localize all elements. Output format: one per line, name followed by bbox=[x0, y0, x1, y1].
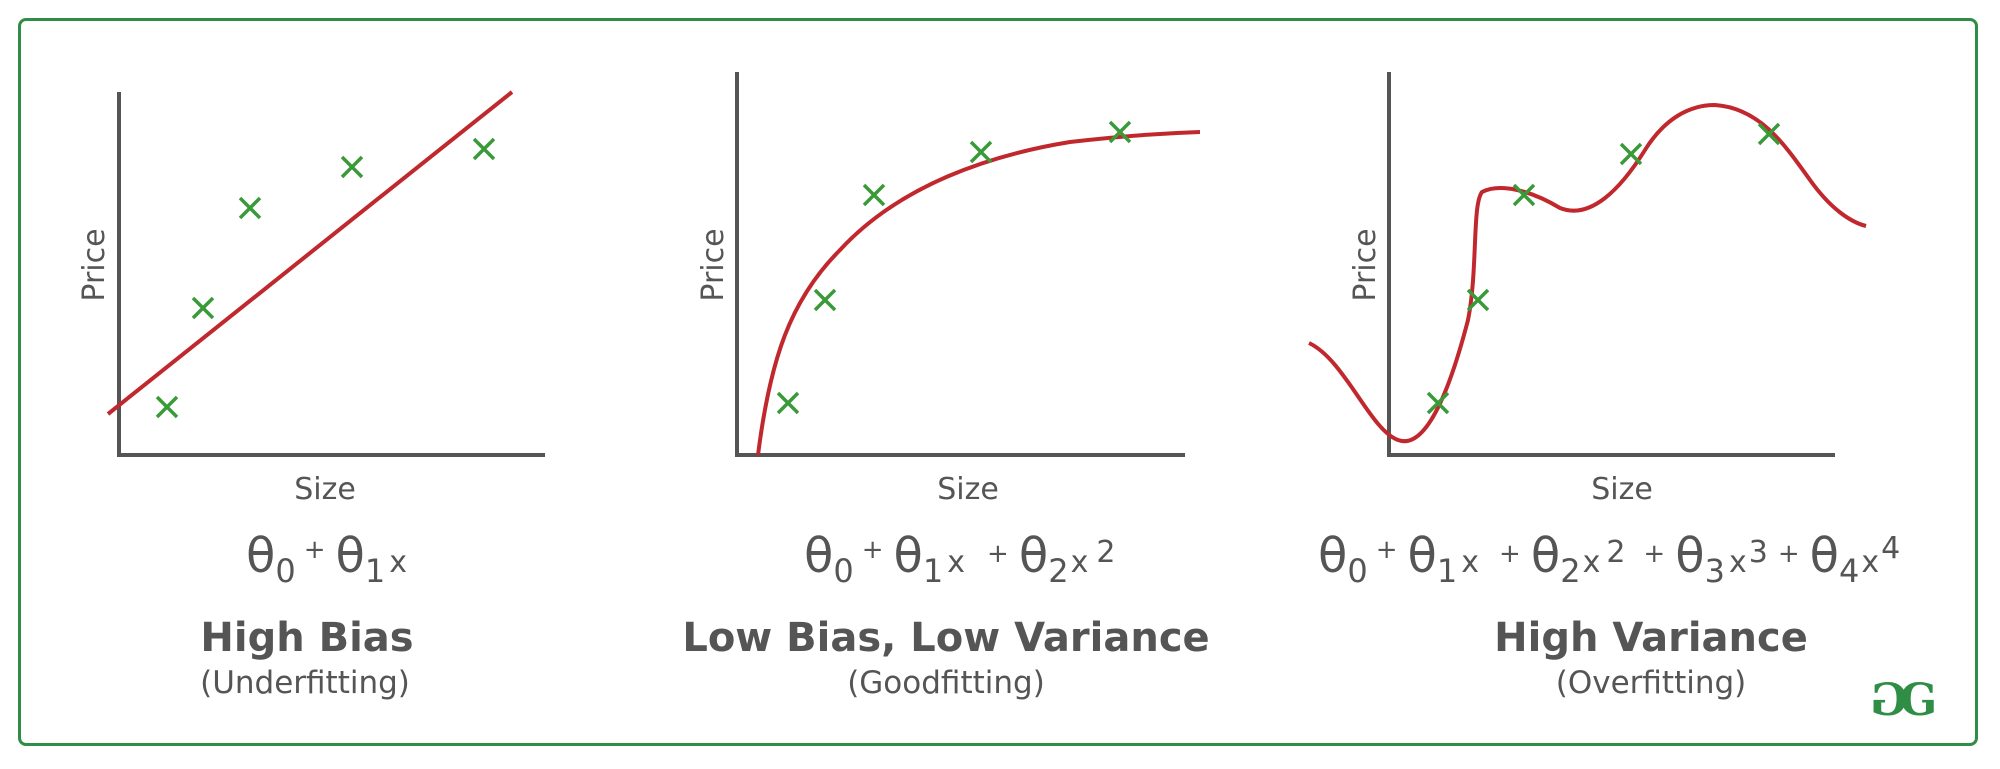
data-point bbox=[472, 137, 496, 161]
data-point bbox=[155, 395, 179, 419]
axes bbox=[117, 92, 545, 457]
data-point bbox=[238, 196, 262, 220]
data-points bbox=[1426, 122, 1781, 415]
data-point bbox=[1757, 122, 1781, 146]
data-point bbox=[191, 296, 215, 320]
data-points bbox=[776, 120, 1132, 415]
y-axis-label: Price bbox=[77, 228, 112, 301]
x-axis-label: Size bbox=[937, 472, 999, 507]
panel-high-bias: Price Size θ0+ θ1 x High Bias (Underfittin… bbox=[77, 90, 545, 701]
panel-subtitle: (Overfitting) bbox=[1556, 665, 1747, 701]
y-axis-label: Price bbox=[1348, 228, 1383, 301]
fit-curve bbox=[756, 130, 1201, 456]
panel-title: Low Bias, Low Variance bbox=[682, 615, 1209, 661]
data-point bbox=[1108, 120, 1132, 144]
panel-title: High Bias bbox=[200, 615, 413, 661]
panel-title: High Variance bbox=[1494, 615, 1808, 661]
logo-g-mirrored: G bbox=[1870, 674, 1908, 726]
data-point bbox=[1466, 288, 1490, 312]
panel-subtitle: (Goodfitting) bbox=[847, 665, 1045, 701]
data-points bbox=[155, 137, 496, 419]
data-point bbox=[340, 155, 364, 179]
fit-line bbox=[106, 90, 514, 416]
data-point bbox=[1426, 391, 1450, 415]
data-point bbox=[862, 183, 886, 207]
logo-container: GG G G bbox=[1870, 670, 1960, 730]
data-point bbox=[1619, 142, 1643, 166]
data-point bbox=[776, 391, 800, 415]
model-equation: θ0+ θ1 x + θ2x 2 bbox=[804, 528, 1115, 590]
model-equation: θ0+ θ1 x + θ2x 2 + θ3 x3 + θ4x4 bbox=[1318, 528, 1900, 590]
axes bbox=[1387, 72, 1835, 457]
data-point bbox=[969, 140, 993, 164]
y-axis-label: Price bbox=[696, 228, 731, 301]
panel-good-fit: Price Size θ0+ θ1 x + θ2x 2 Low Bias, Low Var… bbox=[682, 72, 1210, 701]
panel-subtitle: (Underfitting) bbox=[200, 665, 410, 701]
x-axis-label: Size bbox=[1591, 472, 1653, 507]
model-equation: θ0+ θ1 x bbox=[246, 528, 407, 590]
axes bbox=[735, 72, 1185, 457]
data-point bbox=[813, 288, 837, 312]
logo-g: G bbox=[1899, 674, 1938, 726]
figure-border bbox=[18, 18, 1978, 746]
data-point bbox=[1512, 183, 1536, 207]
panel-high-variance: Price Size θ0+ θ1 x + θ2x 2 + θ3 x3 + θ4x4 High Va… bbox=[1308, 72, 1900, 701]
x-axis-label: Size bbox=[294, 472, 356, 507]
fit-curve bbox=[1308, 102, 1867, 444]
